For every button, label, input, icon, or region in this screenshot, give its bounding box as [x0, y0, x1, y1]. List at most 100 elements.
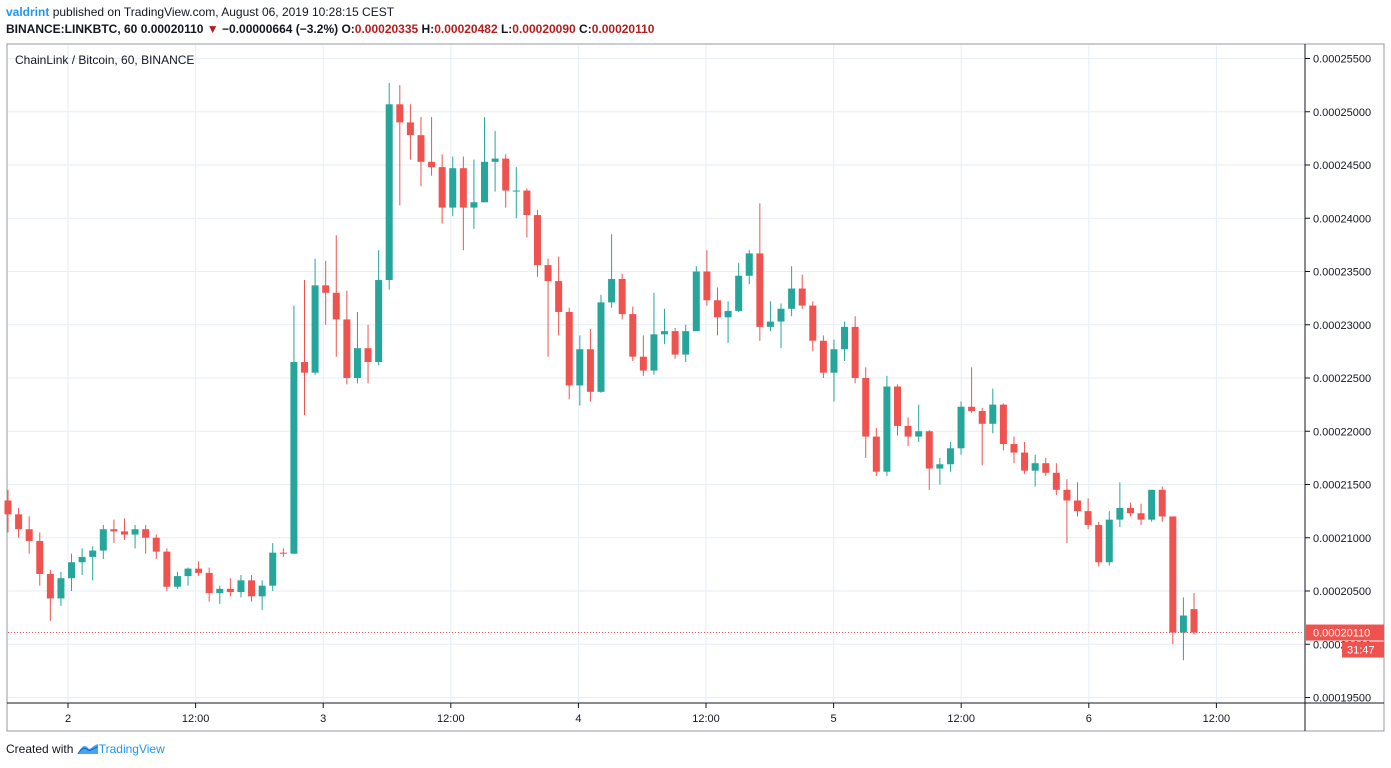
candle [777, 303, 785, 349]
candle-body [1031, 463, 1039, 471]
candle [36, 532, 44, 586]
candle-body [258, 585, 266, 597]
price-tick-label: 0.00025000 [1313, 107, 1371, 119]
time-axis[interactable]: 2 12:00 3 12:00 4 12:00 5 12:00 6 12:00 [65, 703, 1230, 725]
candle-body [597, 302, 605, 392]
candle [163, 548, 171, 591]
candle-body [491, 158, 499, 162]
candle [1042, 457, 1050, 476]
candle [756, 203, 764, 341]
candle-body [343, 319, 351, 378]
candle [491, 130, 499, 192]
candle [89, 546, 97, 581]
candle-body [142, 529, 150, 538]
candle [184, 567, 192, 586]
time-tick-label: 4 [575, 713, 581, 725]
candle-body [1095, 524, 1103, 563]
candle-body [883, 386, 891, 472]
candle-body [449, 168, 457, 208]
candle [957, 401, 965, 455]
candle [216, 585, 224, 604]
candle [57, 571, 65, 606]
candle [724, 301, 732, 343]
candle-body [915, 431, 923, 437]
candle [353, 311, 361, 384]
candle-body [533, 215, 541, 266]
candle [428, 117, 436, 176]
candle [25, 516, 33, 554]
symbol-line: BINANCE:LINKBTC, 60 0.00020110 ▼ −0.0000… [6, 22, 654, 36]
candle [608, 234, 616, 308]
time-tick-label: 12:00 [437, 713, 465, 725]
candle-body [332, 292, 340, 320]
candle [110, 519, 118, 544]
candle [1148, 489, 1156, 522]
candle [883, 375, 891, 476]
candle [745, 250, 753, 285]
time-tick-label: 3 [320, 713, 326, 725]
candle [343, 290, 351, 385]
candle [438, 154, 446, 224]
candle-body [936, 464, 944, 469]
candle-body [555, 281, 563, 312]
candle [470, 159, 478, 229]
candle-body [15, 514, 23, 530]
candle-body [353, 348, 361, 378]
candle [1031, 454, 1039, 487]
countdown-tag-text: 31:47 [1347, 645, 1375, 657]
candle-body [1148, 489, 1156, 520]
candle [819, 335, 827, 378]
time-tick-label: 12:00 [947, 713, 975, 725]
candle [1126, 502, 1134, 517]
candle-body [216, 588, 224, 594]
candle [851, 316, 859, 384]
price-tick-label: 0.00024500 [1313, 160, 1371, 172]
candle [248, 575, 256, 602]
tradingview-brand-link[interactable]: TradingView [98, 742, 165, 756]
candle-body [978, 411, 986, 424]
candle [788, 266, 796, 317]
candle [173, 571, 181, 589]
price-axis[interactable]: 0.00025500 0.00025000 0.00024500 0.00024000… [1305, 54, 1371, 705]
candle [385, 82, 393, 290]
candle [798, 274, 806, 309]
candle [481, 117, 489, 203]
candle-body [703, 271, 711, 301]
candle-body [99, 529, 107, 551]
candle-body [184, 568, 192, 577]
candle-body [1010, 444, 1018, 453]
countdown-tag-bg [1342, 641, 1384, 658]
candle [618, 273, 626, 320]
last-price-tag-text: 0.00020110 [1313, 628, 1370, 640]
candle [989, 388, 997, 434]
candle-body [502, 158, 510, 191]
candle-body [57, 578, 65, 599]
candle-body [1169, 516, 1177, 633]
candle [841, 321, 849, 361]
candle [523, 188, 531, 238]
candle-body [862, 378, 870, 437]
candle-body [618, 278, 626, 315]
candle [311, 258, 319, 375]
low-value: 0.00020090 [512, 22, 576, 36]
candle-body [1126, 507, 1134, 514]
candle [301, 280, 308, 416]
candle-body [851, 326, 859, 378]
candle [978, 407, 986, 466]
candle-body [311, 285, 319, 373]
price-tick-label: 0.00022000 [1313, 426, 1371, 438]
price-tick-label: 0.00019500 [1313, 693, 1371, 705]
candle-body [1179, 615, 1187, 633]
candle-body [385, 104, 393, 281]
candle-body [523, 190, 531, 216]
candle-body [544, 265, 552, 282]
candle-body [1105, 519, 1113, 563]
candle [703, 250, 711, 306]
candle [449, 156, 457, 217]
candle [565, 307, 573, 400]
price-tick-label: 0.00021500 [1313, 480, 1371, 492]
publisher-name[interactable]: valdrint [6, 5, 50, 19]
candle-body [925, 431, 933, 469]
candle-body [1042, 463, 1050, 473]
